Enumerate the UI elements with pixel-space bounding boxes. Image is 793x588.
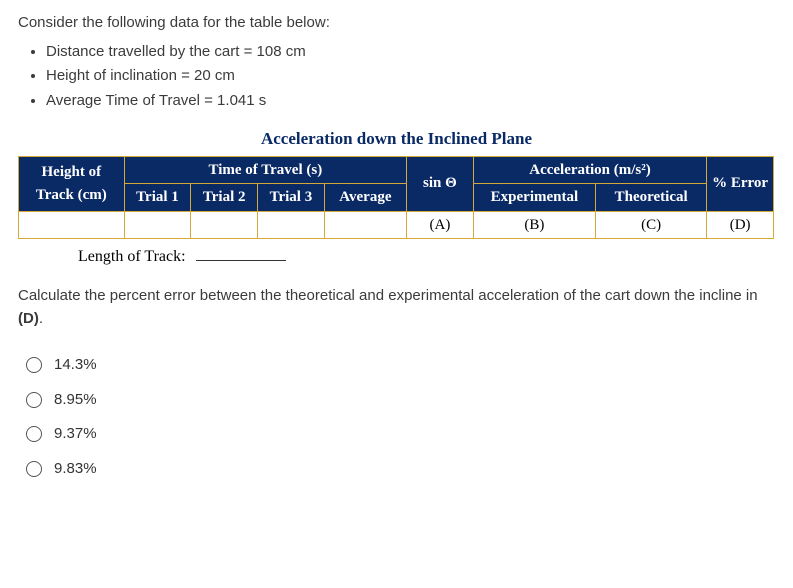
col-time-group: Time of Travel (s) (124, 156, 406, 184)
question-text: Calculate the percent error between the … (18, 285, 775, 330)
length-label: Length of Track: (78, 248, 186, 265)
given-item: Distance travelled by the cart = 108 cm (46, 41, 775, 64)
radio-icon (26, 357, 42, 373)
col-accel-group: Acceleration (m/s²) (473, 156, 706, 184)
cell-t2 (191, 211, 258, 239)
option-label: 14.3% (54, 354, 97, 377)
cell-t1 (124, 211, 191, 239)
options-group: 14.3% 8.95% 9.37% 9.83% (18, 354, 775, 480)
radio-icon (26, 392, 42, 408)
radio-icon (26, 461, 42, 477)
cell-sin: (A) (407, 211, 474, 239)
cell-t3 (258, 211, 325, 239)
cell-exp: (B) (473, 211, 595, 239)
intro-text: Consider the following data for the tabl… (18, 12, 775, 35)
cell-theo: (C) (596, 211, 707, 239)
cell-err: (D) (707, 211, 774, 239)
data-table: Height of Track (cm) Time of Travel (s) … (18, 156, 774, 240)
cell-height (19, 211, 125, 239)
col-pct-error: % Error (707, 156, 774, 211)
option-label: 8.95% (54, 389, 97, 412)
col-trial1: Trial 1 (124, 184, 191, 212)
cell-avg (324, 211, 406, 239)
col-theoretical: Theoretical (596, 184, 707, 212)
option-label: 9.37% (54, 423, 97, 446)
table-row: (A) (B) (C) (D) (19, 211, 774, 239)
given-list: Distance travelled by the cart = 108 cm … (18, 41, 775, 113)
question-post: . (39, 310, 43, 327)
question-bold: (D) (18, 310, 39, 327)
col-trial3: Trial 3 (258, 184, 325, 212)
col-trial2: Trial 2 (191, 184, 258, 212)
col-average: Average (324, 184, 406, 212)
given-item: Average Time of Travel = 1.041 s (46, 90, 775, 113)
option-2[interactable]: 8.95% (26, 389, 775, 412)
length-of-track: Length of Track: (78, 245, 775, 269)
col-experimental: Experimental (473, 184, 595, 212)
length-blank (196, 260, 286, 261)
col-height: Height of Track (cm) (19, 156, 125, 211)
question-pre: Calculate the percent error between the … (18, 287, 758, 304)
radio-icon (26, 426, 42, 442)
option-4[interactable]: 9.83% (26, 458, 775, 481)
option-1[interactable]: 14.3% (26, 354, 775, 377)
table-title: Acceleration down the Inclined Plane (18, 126, 775, 152)
option-label: 9.83% (54, 458, 97, 481)
option-3[interactable]: 9.37% (26, 423, 775, 446)
given-item: Height of inclination = 20 cm (46, 65, 775, 88)
col-sin: sin Θ (407, 156, 474, 211)
